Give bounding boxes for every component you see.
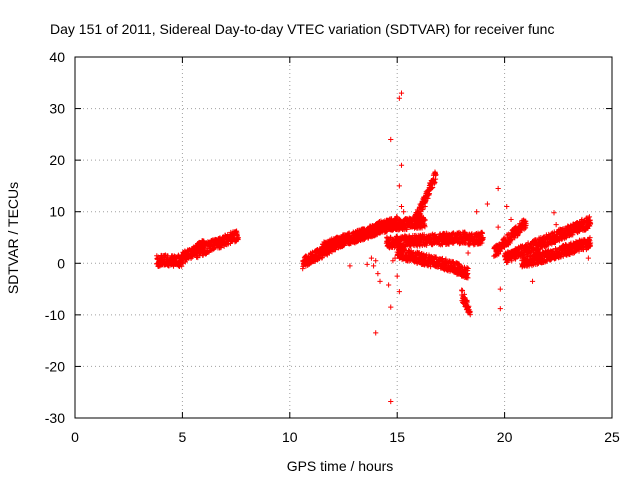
data-point [465,275,471,281]
data-point [464,264,470,271]
data-point [396,183,402,189]
data-point [465,250,471,256]
data-point [404,226,410,232]
y-tick-label: -30 [45,410,65,426]
data-point [373,330,379,336]
data-point [480,234,486,241]
data-point [484,201,491,207]
y-tick-label: 30 [49,101,65,117]
data-point [495,224,501,230]
data-point [398,203,405,210]
data-point [504,203,510,210]
data-point [386,282,392,288]
data-point [553,222,559,228]
data-point [368,255,375,261]
data-point [501,235,507,241]
y-tick-label: 40 [49,49,65,65]
data-point [529,278,536,284]
data-point [398,162,405,168]
data-point [373,258,379,264]
data-point [168,262,174,268]
data-point [509,236,515,242]
y-axis-title: SDTVAR / TECUs [5,182,21,294]
x-tick-label: 5 [179,429,187,445]
data-point [388,136,394,143]
data-point [513,255,519,261]
data-point [315,254,321,260]
data-point [422,224,428,230]
data-point [465,265,471,272]
x-tick-label: 10 [282,429,298,445]
data-point [587,240,594,246]
data-point [433,171,439,178]
data-point [361,236,368,242]
axis-ticks: 0 5 10 15 20 25 -30 -20 -10 0 10 20 30 40 [45,49,620,445]
data-point [445,240,451,246]
data-point [523,222,529,228]
chart-title: Day 151 of 2011, Sidereal Day-to-day VTE… [50,21,554,37]
data-point [570,232,576,238]
x-tick-label: 15 [389,429,405,445]
data-point [235,235,241,241]
data-point [429,185,435,191]
data-point [411,221,417,227]
data-point [392,255,398,261]
data-point [432,179,438,186]
data-point [459,287,465,294]
data-point [495,185,501,192]
data-point [587,220,594,226]
x-tick-label: 25 [604,429,620,445]
data-point [497,286,503,292]
x-axis-title: GPS time / hours [287,458,394,474]
data-point [347,263,353,269]
data-point [388,398,394,405]
data-point [422,217,428,223]
data-point [375,271,381,277]
y-tick-label: 0 [57,255,65,271]
data-point [370,263,377,269]
data-point [585,255,591,261]
data-point [377,278,383,284]
data-point [519,227,525,233]
data-point [398,90,405,96]
data-point [424,242,430,248]
data-point [499,246,505,252]
data-point [522,225,529,231]
data-point [401,209,407,215]
x-tick-label: 20 [497,429,513,445]
data-points [154,90,594,405]
data-point [422,203,428,210]
data-point [579,216,585,223]
x-tick-label: 0 [71,429,79,445]
data-point [508,216,514,223]
plot-frame [74,56,613,419]
data-point [496,251,502,257]
data-point [467,312,473,318]
data-point [465,270,471,277]
data-point [587,235,593,241]
data-point [479,230,485,236]
data-point [394,273,400,279]
data-point [396,95,402,101]
y-tick-label: -20 [45,358,65,374]
data-point [497,306,503,312]
data-point [464,299,470,305]
data-point [364,261,370,267]
data-point [512,235,518,241]
data-point [474,209,480,215]
data-point [425,195,431,201]
data-point [560,253,566,259]
y-tick-label: 10 [49,204,65,220]
y-tick-label: 20 [49,152,65,168]
data-point [430,184,436,191]
data-point [396,289,402,295]
grid [75,57,612,418]
data-point [426,191,433,197]
data-point [179,263,185,269]
data-point [388,304,394,310]
y-tick-label: -10 [45,307,65,323]
data-point [551,210,557,216]
